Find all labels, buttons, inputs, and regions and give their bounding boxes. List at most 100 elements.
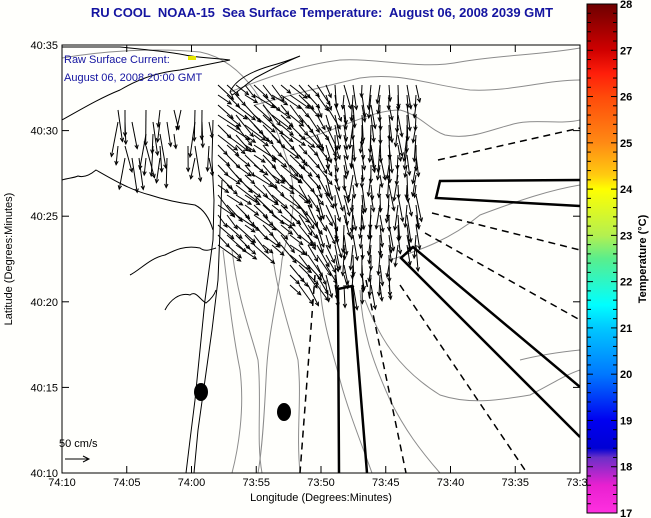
current-vector <box>226 194 244 206</box>
current-vector <box>375 84 381 105</box>
current-vector <box>325 94 333 112</box>
current-vector <box>343 184 350 201</box>
current-vector <box>360 244 365 260</box>
current-vector <box>406 194 414 217</box>
colorbar-tick-label: 27 <box>620 45 632 57</box>
colorbar-tick-label: 22 <box>620 277 632 289</box>
current-vector <box>370 114 376 143</box>
current-vector <box>226 184 238 195</box>
current-vector <box>388 284 393 301</box>
current-vector <box>280 234 296 254</box>
current-vector <box>235 124 253 147</box>
current-vector <box>316 104 323 119</box>
current-vector <box>253 104 273 122</box>
y-tick-label: 40:25 <box>30 211 58 223</box>
current-vector <box>334 144 341 161</box>
current-vector <box>385 264 390 279</box>
current-vector <box>208 157 215 177</box>
current-vector <box>316 274 329 296</box>
current-vector <box>109 121 119 158</box>
current-vector <box>358 224 363 240</box>
current-vector <box>271 234 282 247</box>
current-vector <box>289 274 301 285</box>
coastline-rockaway <box>229 55 301 96</box>
current-vector <box>244 144 257 153</box>
x-tick-label: 73:50 <box>307 477 335 489</box>
current-vector <box>298 144 308 155</box>
current-vector <box>367 134 373 163</box>
contour-line <box>62 49 294 473</box>
current-vector <box>361 154 367 171</box>
x-tick-label: 74:05 <box>113 477 141 489</box>
current-vector <box>298 204 315 230</box>
current-vector <box>393 204 399 232</box>
current-vector <box>406 214 413 244</box>
current-vector <box>370 104 377 130</box>
current-vector <box>217 144 228 156</box>
contour-line <box>254 75 580 106</box>
current-vector <box>289 114 305 127</box>
current-vector <box>200 121 205 149</box>
current-vector <box>307 284 319 307</box>
current-vector <box>376 254 381 276</box>
current-vector <box>298 244 308 257</box>
current-vector <box>415 84 422 104</box>
current-vector <box>307 244 319 263</box>
current-vector <box>131 121 139 150</box>
current-vector <box>271 124 294 143</box>
current-vector <box>217 154 231 167</box>
map-layer <box>62 46 580 473</box>
current-vector <box>403 204 408 229</box>
current-vector <box>384 204 390 224</box>
current-vector <box>262 244 274 254</box>
current-vector <box>410 174 417 198</box>
current-vector <box>325 214 333 227</box>
current-vector <box>316 154 328 175</box>
current-vector <box>360 284 365 305</box>
current-vector <box>208 121 214 140</box>
current-vector <box>379 284 384 302</box>
current-vector <box>370 154 377 174</box>
current-vector <box>226 144 240 157</box>
current-vector <box>244 194 261 206</box>
y-tick-label: 40:30 <box>30 126 58 138</box>
current-vector <box>271 154 288 168</box>
y-tick-label: 40:10 <box>30 468 58 480</box>
current-vector <box>316 244 330 268</box>
current-vector <box>393 244 399 268</box>
current-vector <box>289 94 311 109</box>
current-vector <box>358 134 363 154</box>
current-vector <box>397 114 404 138</box>
colorbar <box>586 3 618 514</box>
colorbar-tick-label: 21 <box>620 323 632 335</box>
current-vector <box>334 114 342 140</box>
current-vector <box>244 114 264 135</box>
current-vector <box>253 154 266 163</box>
y-tick-label: 40:20 <box>30 297 58 309</box>
current-vector <box>298 164 313 177</box>
current-vector <box>403 164 408 179</box>
current-vector <box>217 134 239 151</box>
current-vector <box>334 124 342 151</box>
current-vector <box>415 214 420 229</box>
current-vector <box>361 184 368 214</box>
shipping-lane-east <box>434 178 580 208</box>
current-vector <box>262 144 277 163</box>
current-vector <box>262 84 276 101</box>
current-vector <box>352 164 359 188</box>
x-tick-label: 73:55 <box>242 477 270 489</box>
current-vector <box>244 184 262 198</box>
station-marker <box>277 403 291 421</box>
colorbar-tick-label: 23 <box>620 230 632 242</box>
current-vector <box>271 114 292 130</box>
current-vector <box>138 157 145 191</box>
current-vector <box>370 194 376 213</box>
current-vector <box>280 124 295 136</box>
colorbar-tick-label: 20 <box>620 369 632 381</box>
current-vector <box>235 164 252 177</box>
current-vector <box>271 224 289 240</box>
current-vector <box>244 204 260 216</box>
current-vector <box>316 134 325 153</box>
current-vector <box>316 224 325 249</box>
current-vector <box>298 274 309 288</box>
